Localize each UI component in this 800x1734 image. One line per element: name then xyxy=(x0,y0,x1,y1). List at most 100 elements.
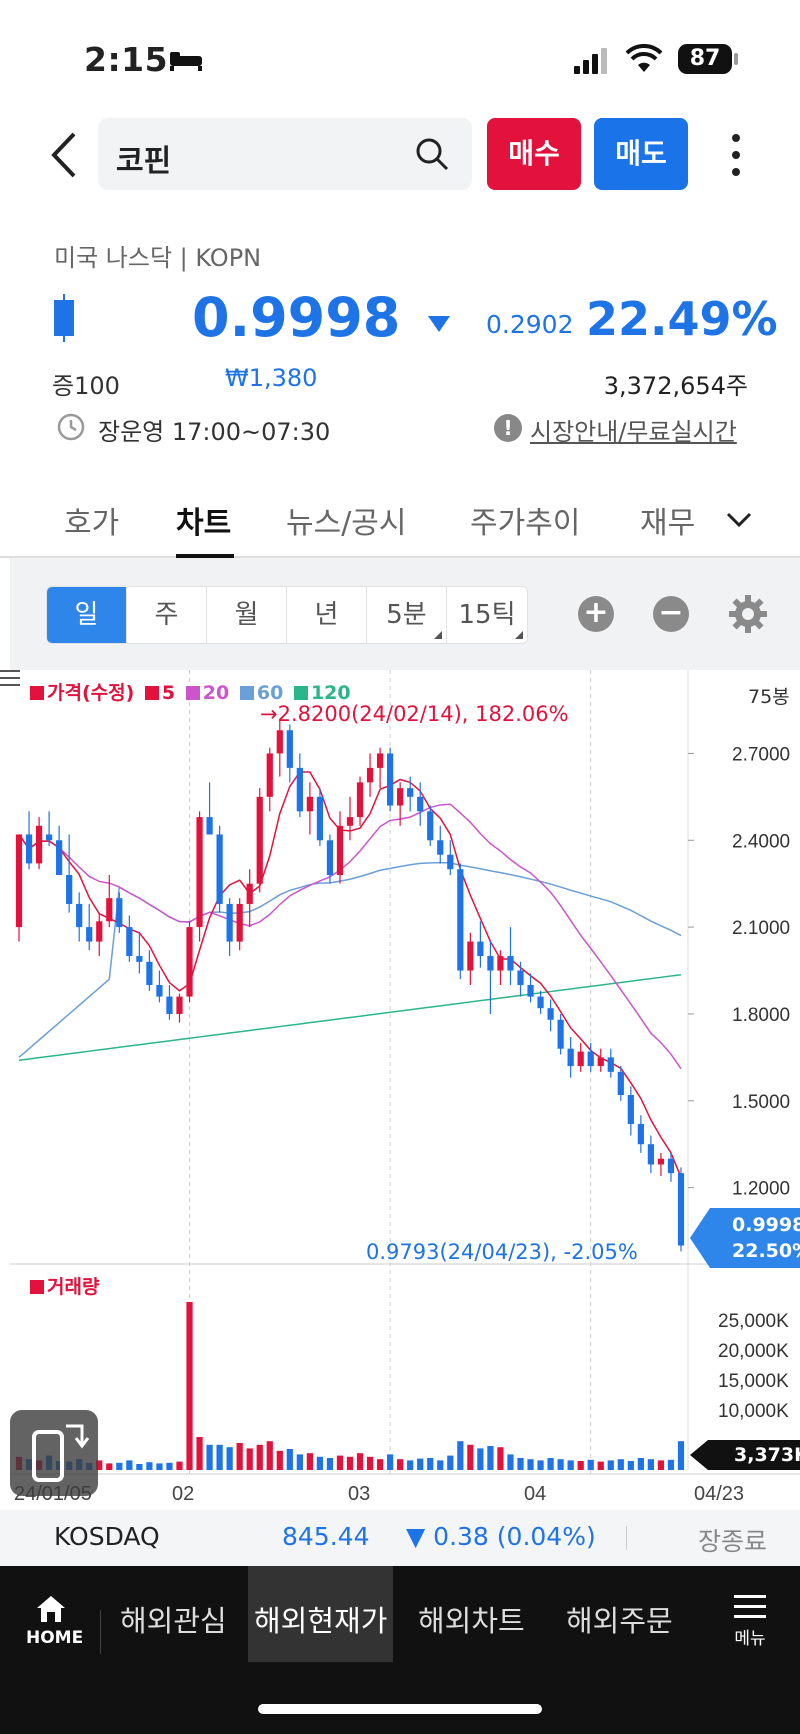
index-change: ▼ 0.38 (0.04%) xyxy=(406,1522,596,1551)
volume-tick-label-2: 15,000K xyxy=(718,1371,789,1392)
period-month[interactable]: 월 xyxy=(207,587,287,643)
volume-bar-43 xyxy=(447,1455,454,1470)
candle-66 xyxy=(677,1173,685,1246)
candle-64 xyxy=(657,1158,665,1165)
volume-bar-21 xyxy=(226,1447,233,1470)
candle-48 xyxy=(497,956,504,971)
hamburger-icon xyxy=(734,1595,766,1618)
candle-29 xyxy=(306,796,313,812)
volume-bar-37 xyxy=(387,1454,394,1470)
nav-divider xyxy=(100,1610,101,1654)
index-ticker-bar[interactable]: KOSDAQ 845.44 ▼ 0.38 (0.04%) 장종료 xyxy=(0,1510,800,1566)
zoom-out-icon[interactable]: − xyxy=(653,596,689,632)
volume-bar-48 xyxy=(497,1447,504,1470)
candle-61 xyxy=(627,1095,634,1124)
rotate-screen-button[interactable] xyxy=(10,1410,98,1496)
price-change-percent: 22.49% xyxy=(586,292,778,346)
index-value: 845.44 xyxy=(282,1522,370,1551)
zoom-in-icon[interactable]: + xyxy=(578,596,614,632)
volume-bar-45 xyxy=(467,1444,474,1470)
candle-63 xyxy=(647,1144,655,1165)
y-tick-label-4: 1.5000 xyxy=(732,1092,790,1113)
ma20-line xyxy=(18,803,682,1070)
home-indicator xyxy=(258,1704,542,1714)
y-tick-label-3: 1.8000 xyxy=(732,1005,790,1026)
nav-home[interactable]: HOME xyxy=(26,1594,84,1648)
stock-search-box[interactable]: 코핀 xyxy=(98,118,472,190)
down-arrow-icon xyxy=(428,316,450,332)
volume-bar-36 xyxy=(376,1459,384,1470)
candle-35 xyxy=(366,767,374,783)
chevron-down-icon[interactable] xyxy=(724,504,754,534)
volume-bar-52 xyxy=(537,1460,544,1470)
candle-13 xyxy=(146,961,153,985)
nav-overseas-watchlist[interactable]: 해외관심 xyxy=(120,1604,227,1638)
tab-financials[interactable]: 재무 xyxy=(640,506,696,541)
nav-overseas-chart[interactable]: 해외차트 xyxy=(418,1604,525,1638)
volume-bar-60 xyxy=(617,1459,624,1470)
info-icon[interactable]: ! xyxy=(494,414,522,442)
volume-bar-31 xyxy=(326,1458,334,1470)
period-week[interactable]: 주 xyxy=(127,587,207,643)
candle-60 xyxy=(617,1071,624,1095)
period-5min[interactable]: 5분 xyxy=(367,587,447,643)
volume-bar-23 xyxy=(246,1448,253,1470)
volume-bar-50 xyxy=(517,1458,524,1470)
candle-54 xyxy=(557,1019,564,1049)
candle-4 xyxy=(56,840,63,875)
volume-bar-13 xyxy=(146,1462,153,1470)
status-time: 2:15 xyxy=(84,40,169,79)
buy-button[interactable]: 매수 xyxy=(487,118,581,190)
candle-45 xyxy=(467,941,474,971)
candle-44 xyxy=(457,869,464,971)
volume-bar-55 xyxy=(567,1460,574,1470)
tab-orderbook[interactable]: 호가 xyxy=(64,506,120,541)
volume-bar-17 xyxy=(186,1302,193,1470)
volume-bar-26 xyxy=(276,1450,283,1470)
search-icon[interactable] xyxy=(414,136,450,172)
tab-price-trend[interactable]: 주가추이 xyxy=(470,506,581,541)
current-price: 0.9998 xyxy=(192,286,401,349)
candle-43 xyxy=(447,854,454,870)
period-year[interactable]: 년 xyxy=(287,587,367,643)
volume-bar-35 xyxy=(366,1456,374,1470)
candle-7 xyxy=(86,927,93,942)
period-day[interactable]: 일 xyxy=(47,587,127,643)
more-options-icon[interactable] xyxy=(728,132,744,178)
chart-toolbar: 일 주 월 년 5분 15틱 + − xyxy=(10,558,800,670)
period-15tick[interactable]: 15틱 xyxy=(447,587,527,643)
nav-overseas-quote[interactable]: 해외현재가 xyxy=(248,1566,394,1662)
candle-50 xyxy=(517,970,524,985)
battery-indicator: 87 xyxy=(678,44,732,74)
volume-bar-20 xyxy=(216,1444,223,1470)
legend-ma60-label: 60 xyxy=(256,682,284,704)
market-info-link[interactable]: 시장안내/무료실시간 xyxy=(530,418,737,446)
candle-24 xyxy=(256,796,263,884)
nav-overseas-order[interactable]: 해외주문 xyxy=(566,1604,673,1638)
volume-bar-54 xyxy=(557,1459,564,1470)
candle-58 xyxy=(597,1057,604,1067)
legend-ma5-label: 5 xyxy=(161,682,176,704)
sell-button[interactable]: 매도 xyxy=(594,118,688,190)
candle-41 xyxy=(427,811,434,841)
back-arrow-icon[interactable] xyxy=(46,130,86,180)
volume-bar-12 xyxy=(136,1464,143,1470)
tab-news[interactable]: 뉴스/공시 xyxy=(286,506,407,541)
chart-menu-icon[interactable] xyxy=(0,670,20,686)
volume-bar-33 xyxy=(346,1456,354,1470)
index-divider xyxy=(626,1526,627,1550)
nav-home-label: HOME xyxy=(26,1628,84,1648)
tab-chart[interactable]: 차트 xyxy=(176,506,232,541)
gear-icon[interactable] xyxy=(728,594,768,634)
price-chart[interactable]: 2.7000 2.4000 2.1000 1.8000 1.5000 1.2000 25,0… xyxy=(0,670,800,1510)
candle-57 xyxy=(587,1051,594,1067)
candle-40 xyxy=(417,796,424,812)
candle-53 xyxy=(547,1008,554,1020)
volume-tick-label-1: 20,000K xyxy=(718,1341,789,1362)
y-tick-label-1: 2.4000 xyxy=(732,831,790,852)
candle-15 xyxy=(166,996,173,1014)
volume-bar-39 xyxy=(407,1460,414,1470)
period-selector: 일 주 월 년 5분 15틱 xyxy=(46,586,528,644)
nav-menu[interactable]: 메뉴 xyxy=(730,1594,770,1649)
candle-12 xyxy=(136,956,143,962)
